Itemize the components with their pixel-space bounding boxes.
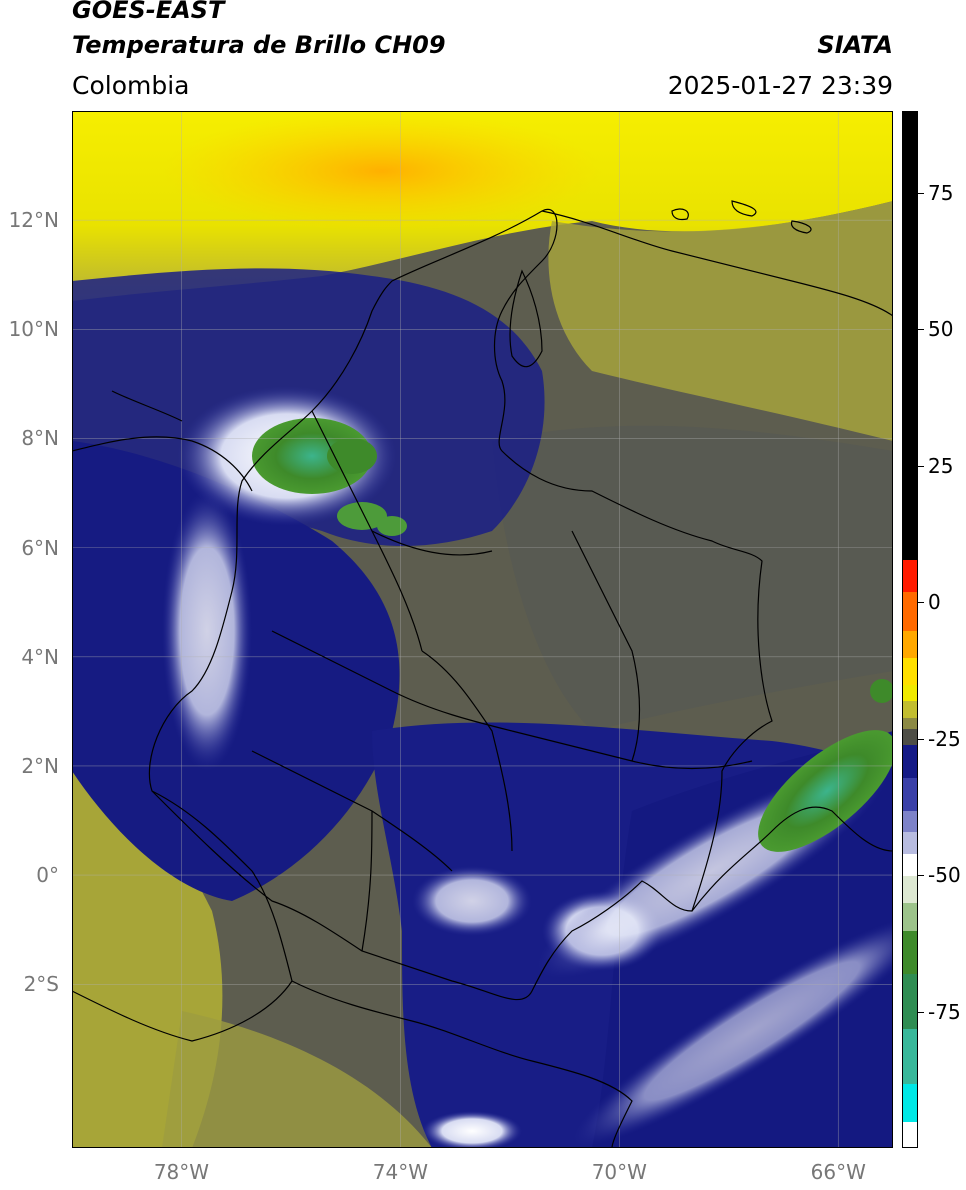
country-borders (72, 200, 893, 1148)
internal-dept-6 (571, 530, 641, 762)
colorbar-segment (903, 1083, 917, 1123)
colorbar-segment (903, 903, 917, 932)
colorbar-tick-label: 0 (928, 590, 941, 615)
colorbar-segment (903, 701, 917, 719)
map-frame (72, 111, 893, 1148)
cloud-southeast-band (572, 915, 893, 1147)
lat-tick-label: 2°N (21, 753, 59, 778)
colorbar-segment (903, 810, 917, 833)
colorbar-tick (918, 738, 924, 740)
colorbar-tick (918, 192, 924, 194)
lat-tick-label: 2°S (23, 972, 59, 997)
internal-dept-5 (421, 650, 513, 852)
colorbar-segment (903, 728, 917, 746)
cloud-west-strip (162, 491, 252, 771)
colorbar-segment (903, 630, 917, 659)
orange-core (162, 111, 602, 231)
colorbar-segment (903, 657, 917, 686)
colorbar-segment (903, 876, 917, 904)
colorbar-tick (918, 875, 924, 877)
lat-tick-label: 0° (36, 863, 59, 888)
venezuela-coast (541, 210, 893, 317)
colorbar-segment (903, 112, 917, 561)
colorbar-segment (903, 1028, 917, 1084)
caribbean-islands (671, 200, 812, 234)
colorbar-segment (903, 592, 917, 631)
lat-tick-label: 12°N (8, 208, 59, 233)
gray-east (492, 425, 893, 731)
internal-dept-2 (371, 530, 493, 556)
colorbar-segment (903, 777, 917, 812)
datetime-label: 2025-01-27 23:39 (667, 71, 893, 100)
internal-dept-8 (361, 810, 373, 952)
colorbar-segment (903, 1121, 917, 1147)
cloud-central-south (412, 866, 532, 936)
colorbar-segment (903, 974, 917, 1030)
lat-tick-label: 6°N (21, 535, 59, 560)
lon-tick-label: 70°W (591, 1160, 647, 1184)
colorbar-segment (903, 854, 917, 877)
colorbar-segment (903, 559, 917, 593)
colorbar-tick (918, 465, 924, 467)
brazil-border (691, 806, 893, 912)
internal-dept-3 (271, 630, 513, 732)
colombia-border (148, 208, 773, 1001)
internal-dept-7 (251, 750, 453, 872)
satellite-map[interactable] (72, 111, 893, 1148)
cold-core-east (758, 730, 893, 852)
lon-tick-label: 78°W (153, 1160, 210, 1184)
colorbar-tick-label: -75 (928, 999, 961, 1024)
lake-maracaibo (509, 269, 543, 368)
colorbar-tick-label: -50 (928, 863, 961, 888)
colorbar-tick (918, 1011, 924, 1013)
olive-northeast (548, 201, 893, 441)
colorbar-tick-label: -25 (928, 726, 961, 751)
olive-south (162, 1011, 432, 1148)
lat-tick-label: 4°N (21, 644, 59, 669)
lat-tick-label: 10°N (8, 317, 59, 342)
cold-core-far-east (870, 679, 893, 703)
colorbar-tick-label: 50 (928, 317, 954, 342)
cold-core-central-b (377, 516, 407, 536)
colorbar (902, 111, 918, 1148)
agency-label: SIATA (817, 31, 893, 59)
colorbar-tick-label: 75 (928, 180, 954, 205)
peru-border (291, 980, 633, 1148)
colorbar-tick (918, 602, 924, 604)
lat-tick-label: 8°N (21, 426, 59, 451)
lon-tick-label: 74°W (372, 1160, 429, 1184)
map-canvas (72, 111, 893, 1148)
colorbar-segment (903, 745, 917, 779)
colorbar-segment (903, 930, 917, 975)
colorbar-segment (903, 832, 917, 855)
cold-core-central (337, 502, 387, 530)
cold-core-north (252, 418, 372, 494)
lon-tick-label: 66°W (810, 1160, 866, 1184)
cloud-far-south (422, 1111, 522, 1148)
graticule (72, 111, 893, 1148)
colorbar-segment (903, 685, 917, 702)
ecuador-border (72, 790, 293, 1042)
region-label: Colombia (72, 71, 190, 100)
panama-coast (72, 436, 253, 492)
colorbar-tick-label: 25 (928, 453, 954, 478)
satellite-title: GOES-EAST (72, 0, 225, 24)
colorbar-segment (903, 717, 917, 730)
product-title: Temperatura de Brillo CH09 (72, 31, 446, 59)
colorbar-tick (918, 329, 924, 331)
panama-inner (111, 390, 183, 422)
